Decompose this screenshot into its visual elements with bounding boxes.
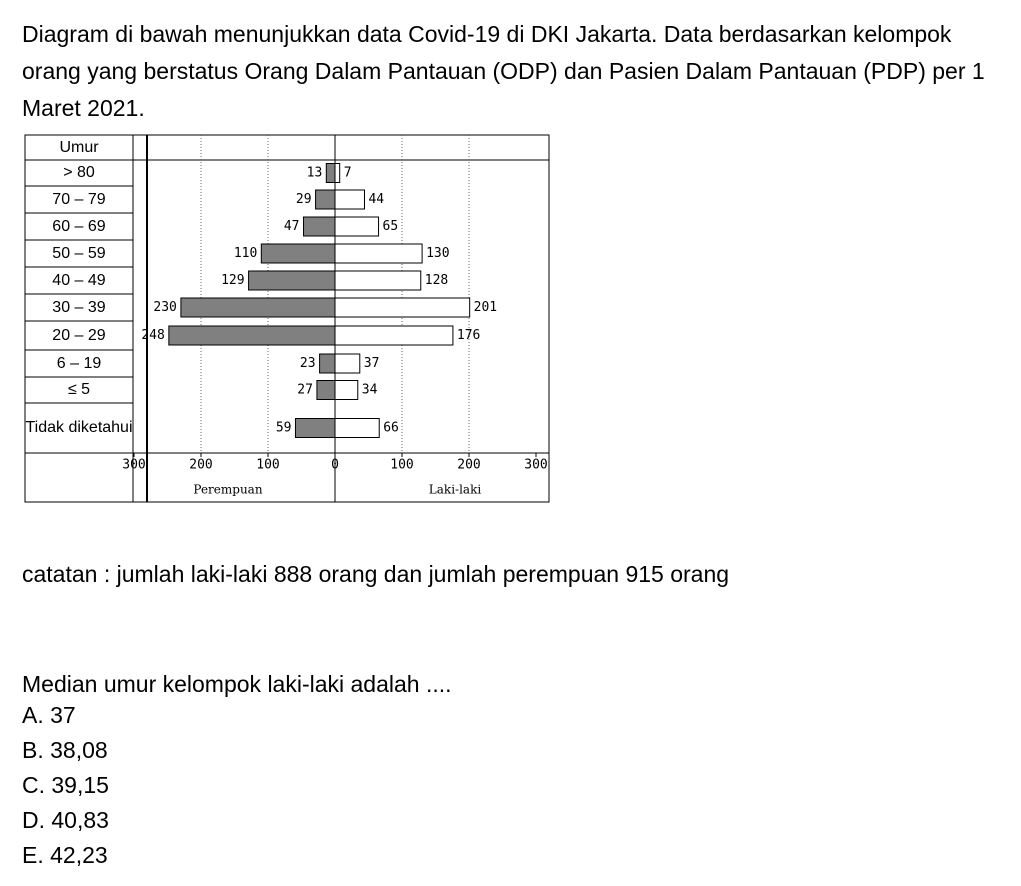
data-label: 29 (296, 192, 312, 207)
data-label: 248 (141, 328, 164, 343)
bar (248, 270, 336, 291)
data-label: 201 (474, 300, 497, 315)
x-tick-label: 0 (331, 458, 339, 473)
data-label: 44 (368, 192, 384, 207)
data-label: 128 (425, 273, 448, 288)
bar (334, 353, 361, 374)
axis-label: Laki-laki (429, 483, 482, 497)
bar (260, 243, 336, 264)
x-tick-label: 300 (524, 458, 547, 473)
data-label: 65 (383, 219, 399, 234)
data-label: 230 (153, 300, 176, 315)
bar (334, 418, 380, 438)
category-label-box: 20 – 29 (52, 326, 106, 344)
bar (334, 189, 365, 210)
category-label-box: 70 – 79 (52, 190, 106, 208)
category-label-box: Tidak diketahui (25, 419, 133, 436)
option: C. 39,15 (22, 772, 109, 798)
category-header: Umur (59, 138, 99, 156)
option: A. 37 (22, 702, 76, 728)
data-label: 130 (426, 246, 449, 261)
bar (334, 163, 341, 183)
category-label: 60 – 69 (52, 217, 106, 235)
category-label-box: 40 – 49 (52, 271, 106, 289)
category-label: 70 – 79 (52, 190, 106, 208)
bar (334, 243, 423, 264)
data-label: 176 (457, 328, 480, 343)
x-tick-label: 100 (256, 458, 279, 473)
bar (334, 380, 359, 400)
axis-label: Perempuan (193, 483, 262, 497)
data-label: 47 (284, 219, 300, 234)
data-label: 59 (276, 421, 292, 436)
data-label: 37 (364, 356, 380, 371)
note: catatan : jumlah laki-laki 888 orang dan… (22, 561, 730, 587)
bar (334, 297, 471, 318)
category-label: 40 – 49 (52, 271, 106, 289)
category-label: > 80 (63, 164, 95, 181)
category-label: 30 – 39 (52, 298, 106, 316)
table-frame (24, 134, 550, 503)
bar (168, 325, 336, 346)
option: B. 38,08 (22, 737, 108, 763)
question: Median umur kelompok laki-laki adalah ..… (22, 671, 452, 697)
data-label: 66 (383, 421, 399, 436)
data-label: 23 (300, 356, 316, 371)
bar (334, 325, 454, 346)
category-label: Tidak diketahui (25, 419, 133, 436)
bar (319, 353, 336, 374)
x-tick-label: 200 (457, 458, 480, 473)
bar (334, 270, 422, 291)
category-label-box: 30 – 39 (52, 298, 106, 316)
intro: Diagram di bawah menunjukkan data Covid-… (22, 21, 985, 121)
bar (180, 297, 336, 318)
data-label: 13 (307, 166, 323, 181)
category-label-box: > 80 (63, 164, 95, 181)
bar (334, 216, 380, 237)
bar (316, 380, 336, 400)
category-header-box: Umur (59, 138, 99, 156)
category-label-box: 6 – 19 (56, 354, 102, 372)
category-label-box: 50 – 59 (52, 244, 106, 262)
bar (303, 216, 336, 237)
data-label: 34 (362, 383, 378, 398)
x-tick-label: 100 (390, 458, 413, 473)
category-label: 6 – 19 (56, 354, 102, 372)
data-label: 110 (234, 246, 257, 261)
bar (325, 163, 336, 183)
category-label-box: ≤ 5 (67, 381, 91, 398)
category-label: 50 – 59 (52, 244, 106, 262)
category-label: 20 – 29 (52, 326, 106, 344)
x-tick-label: 300 (122, 458, 145, 473)
data-label: 27 (297, 383, 313, 398)
bar (315, 189, 336, 210)
bar (294, 418, 336, 438)
x-tick-label: 200 (189, 458, 212, 473)
category-label-box: 60 – 69 (52, 217, 106, 235)
option: E. 42,23 (22, 842, 108, 868)
category-label: ≤ 5 (67, 381, 91, 398)
data-label: 129 (221, 273, 244, 288)
data-label: 7 (344, 166, 352, 181)
option: D. 40,83 (22, 807, 109, 833)
